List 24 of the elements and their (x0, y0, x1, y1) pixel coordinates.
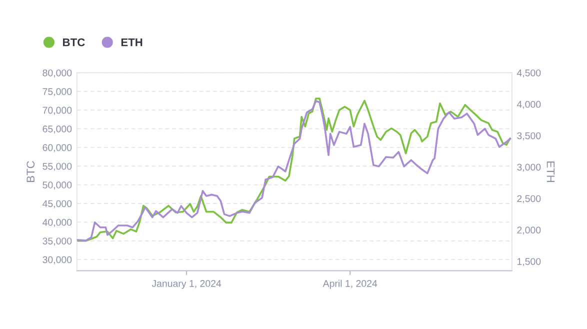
y-tick-label: 65,000 (42, 125, 72, 134)
y-tick-label: 55,000 (42, 162, 72, 171)
x-tick-label: January 1, 2024 (152, 280, 222, 289)
y2-tick-label: 3,500 (517, 132, 541, 140)
legend-label: ETH (121, 38, 142, 46)
y-axis-title: BTC (26, 161, 35, 182)
x-tick-label: April 1, 2024 (322, 280, 378, 289)
y-tick-label: 70,000 (42, 106, 72, 115)
y2-tick-label: 3,000 (517, 164, 541, 172)
y-tick-label: 35,000 (42, 238, 72, 246)
y-tick-label: 45,000 (42, 200, 72, 208)
y2-tick-label: 2,000 (517, 226, 541, 235)
y2-axis-title: ETH (546, 162, 555, 182)
y2-tick-label: 2,500 (517, 195, 541, 204)
y-tick-label: 40,000 (42, 218, 72, 227)
y-tick-label: 75,000 (42, 88, 72, 96)
y2-tick-label: 4,500 (516, 69, 541, 78)
y-tick-label: 30,000 (42, 256, 72, 264)
legend-label: BTC (63, 38, 85, 46)
y-tick-label: 50,000 (42, 182, 72, 190)
y2-tick-label: 1,500 (517, 258, 541, 266)
y2-tick-label: 4,000 (516, 100, 541, 109)
y-tick-label: 80,000 (42, 69, 72, 78)
y-tick-label: 60,000 (42, 144, 72, 152)
